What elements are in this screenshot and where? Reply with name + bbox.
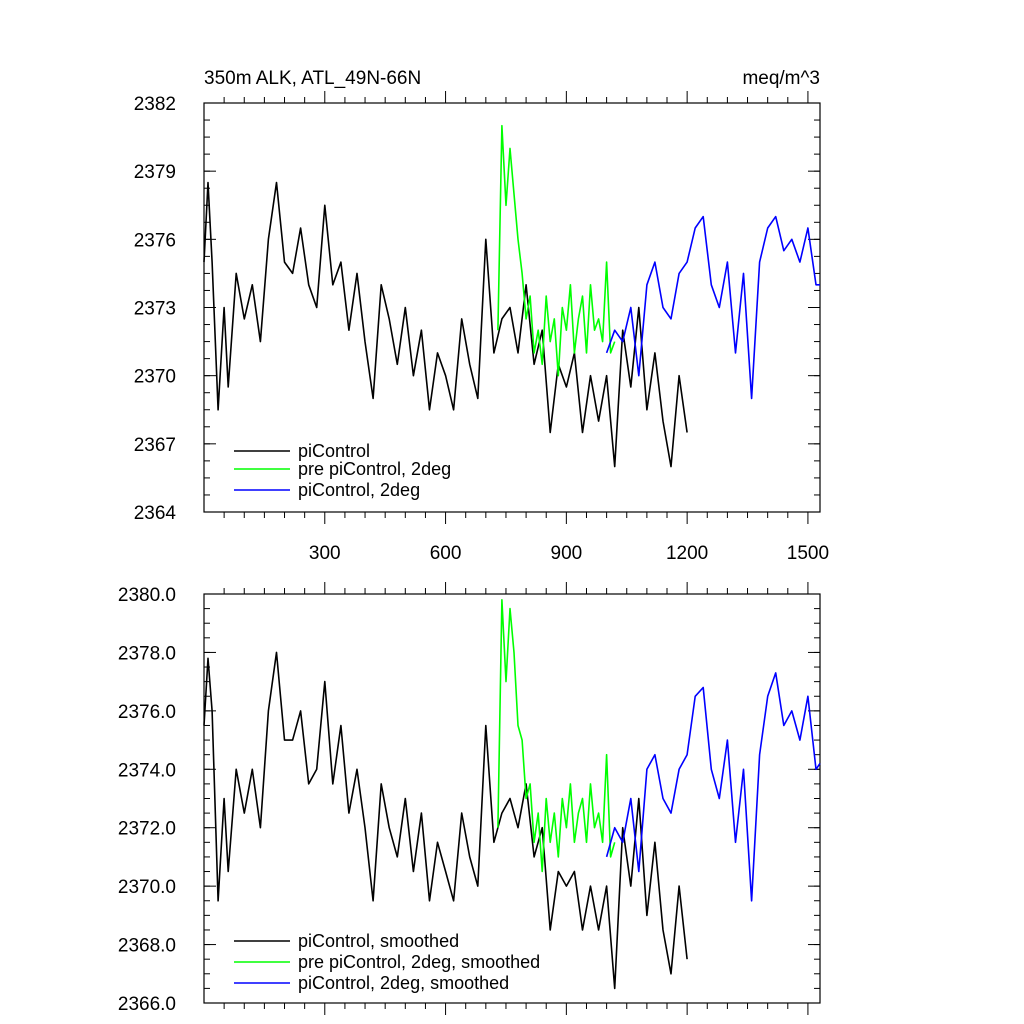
x-tick-label: 600 (430, 543, 462, 564)
x-tick-label: 300 (309, 543, 341, 564)
y-tick-label: 2379 (134, 162, 176, 183)
legend-label: piControl, 2deg, smoothed (298, 973, 509, 993)
y-tick-label: 2372.0 (118, 819, 176, 840)
y-tick-label: 2382 (134, 94, 176, 115)
y-tick-label: 2370.0 (118, 877, 176, 898)
x-tick-label: 900 (551, 543, 583, 564)
plot-frame-1 (203, 593, 821, 1004)
top-panel: 2364 2367 2370 2373 2376 2379 2382 300 600 900 120… (134, 91, 829, 564)
legend-label: piControl, smoothed (298, 931, 459, 951)
y-tick-label: 2364 (134, 503, 177, 524)
units-label: meq/m^3 (742, 68, 820, 89)
y-tick-label: 2373 (134, 299, 176, 320)
legend-label: piControl, 2deg (298, 480, 420, 500)
y-tick-label: 2368.0 (118, 936, 176, 957)
series-line-pre-picontrol-2deg (497, 124, 616, 377)
y-tick-label: 2376 (134, 230, 176, 251)
bottom-panel: 2366.0 2368.0 2370.0 2372.0 2374.0 2376.0 2378… (118, 582, 821, 1015)
series-line-picontrol-2deg (605, 215, 820, 400)
y-tick-label: 2378.0 (118, 643, 176, 664)
legend-label: pre piControl, 2deg, smoothed (298, 952, 540, 972)
legend-label: pre piControl, 2deg (298, 459, 451, 479)
series-line-picontrol (203, 181, 688, 468)
x-tick-label: 1200 (666, 543, 708, 564)
series-line-picontrol-2deg-smoothed (605, 672, 821, 902)
y-tick-label: 2380.0 (118, 585, 176, 606)
y-tick-label: 2370 (134, 367, 176, 388)
x-tick-label: 1500 (787, 543, 829, 564)
chart-title: 350m ALK, ATL_49N-66N (204, 68, 421, 89)
y-tick-label: 2376.0 (118, 702, 176, 723)
y-tick-label: 2366.0 (118, 994, 176, 1015)
y-tick-label: 2367 (134, 435, 176, 456)
series-line-pre-picontrol-2deg-smoothed (497, 598, 616, 873)
y-tick-label: 2374.0 (118, 760, 176, 781)
legend-label: piControl (298, 441, 370, 461)
series-line-picontrol-smoothed (203, 651, 688, 990)
